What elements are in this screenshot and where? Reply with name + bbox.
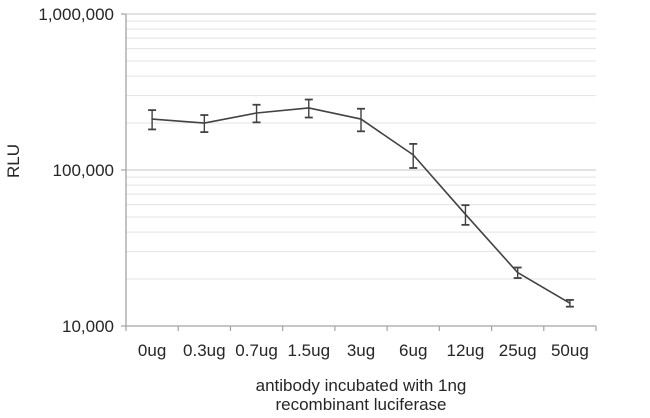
x-tick-label: 3ug [347,341,375,360]
tick-labels-layer: 10,000 100,000 1,000,000 0ug 0.3ug 0.7ug 1.5ug… [38,5,588,360]
data-series-layer [148,98,574,308]
x-tick-label: 0.3ug [183,341,226,360]
x-tick-label: 1.5ug [288,341,331,360]
x-tick-label: 0.7ug [235,341,278,360]
x-axis-title-line1: antibody incubated with 1ng [256,376,467,395]
y-tick-label: 1,000,000 [38,5,114,24]
data-line [151,107,571,305]
x-axis-title-line2: recombinant luciferase [275,395,446,414]
axes-layer [121,13,597,331]
x-tick-label: 50ug [551,341,589,360]
gridlines-layer [126,13,596,280]
y-tick-label: 100,000 [53,161,114,180]
x-tick-label: 6ug [399,341,427,360]
x-tick-label: 25ug [499,341,537,360]
y-tick-label: 10,000 [62,317,114,336]
x-tick-label: 0ug [138,341,166,360]
y-axis-title: RLU [4,144,23,178]
x-tick-label: 12ug [447,341,485,360]
